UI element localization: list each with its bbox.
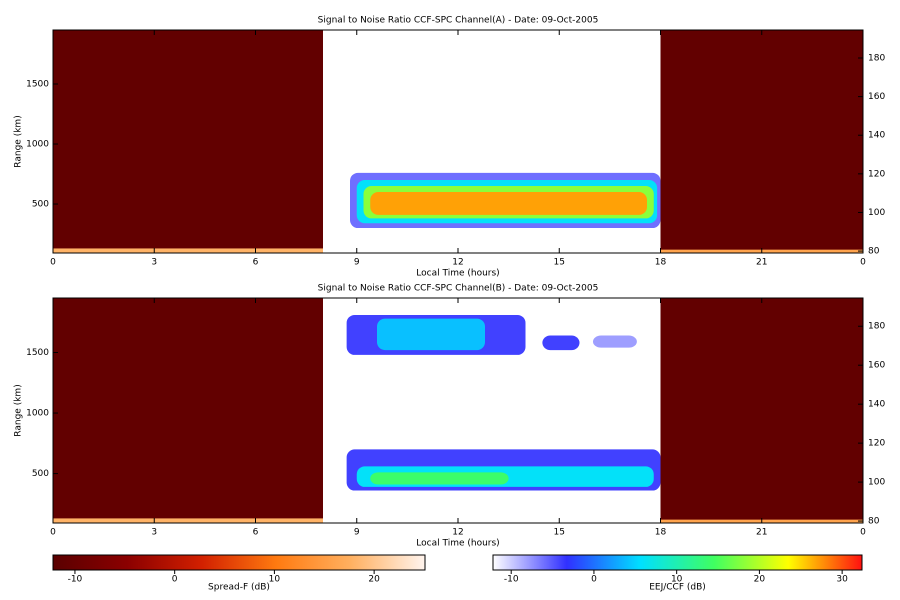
x-axis-label: Local Time (hours) xyxy=(416,539,499,549)
colorbar xyxy=(492,554,863,571)
echo-cell xyxy=(53,298,323,523)
y-tick-label: 500 xyxy=(32,469,49,479)
colorbar-tick-label: 0 xyxy=(591,575,597,585)
y-tick-label: 1000 xyxy=(26,140,49,150)
echo-cell xyxy=(377,318,485,351)
x-tick-label: 0 xyxy=(860,258,866,268)
colorbar-tick-label: 20 xyxy=(754,575,766,585)
x-tick-label: 6 xyxy=(253,528,259,538)
y-tick-label: 500 xyxy=(32,200,49,210)
echo-cell xyxy=(53,30,323,253)
x-tick-label: 15 xyxy=(554,258,565,268)
y-axis-label: Range (km) xyxy=(14,384,24,436)
colorbar-tick-label: -10 xyxy=(68,575,83,585)
colorbar-label: EEJ/CCF (dB) xyxy=(649,583,706,593)
y2-tick-label: 180 xyxy=(868,322,885,332)
colorbar-tick-label: 0 xyxy=(172,575,178,585)
echo-cell xyxy=(370,472,509,485)
x-tick-label: 18 xyxy=(655,258,667,268)
y2-tick-label: 140 xyxy=(868,400,885,410)
x-tick-label: 0 xyxy=(860,528,866,538)
y2-tick-label: 80 xyxy=(868,517,880,527)
y2-tick-label: 100 xyxy=(868,478,885,488)
x-tick-label: 0 xyxy=(50,528,56,538)
x-tick-label: 9 xyxy=(354,528,360,538)
y2-tick-label: 100 xyxy=(868,208,885,218)
y2-tick-label: 180 xyxy=(868,53,885,63)
echo-cell xyxy=(370,192,647,215)
y-tick-label: 1000 xyxy=(26,409,49,419)
colorbar-tick-label: 10 xyxy=(671,575,683,585)
x-tick-label: 18 xyxy=(655,528,667,538)
x-tick-label: 21 xyxy=(756,528,767,538)
x-tick-label: 21 xyxy=(756,258,767,268)
x-axis-label: Local Time (hours) xyxy=(416,269,499,279)
echo-cell xyxy=(53,518,323,523)
y2-tick-label: 80 xyxy=(868,247,880,257)
x-tick-label: 6 xyxy=(253,258,259,268)
x-tick-label: 9 xyxy=(354,258,360,268)
colorbar xyxy=(52,554,426,571)
x-tick-label: 12 xyxy=(452,528,463,538)
y2-tick-label: 140 xyxy=(868,131,885,141)
echo-cell xyxy=(542,335,580,351)
echo-cell xyxy=(660,30,863,253)
y2-tick-label: 160 xyxy=(868,92,885,102)
plot-area xyxy=(53,298,863,523)
x-tick-label: 12 xyxy=(452,258,463,268)
plot-area xyxy=(53,30,863,253)
echo-cell xyxy=(593,335,637,348)
y2-tick-label: 120 xyxy=(868,169,885,179)
colorbar-tick-label: 30 xyxy=(836,575,848,585)
x-tick-label: 0 xyxy=(50,258,56,268)
x-tick-label: 15 xyxy=(554,528,565,538)
x-tick-label: 3 xyxy=(151,528,157,538)
y-tick-label: 1500 xyxy=(26,80,49,90)
y2-tick-label: 160 xyxy=(868,361,885,371)
colorbar-label: Spread-F (dB) xyxy=(208,583,270,593)
y-tick-label: 1500 xyxy=(26,348,49,358)
y2-tick-label: 120 xyxy=(868,439,885,449)
chart-title: Signal to Noise Ratio CCF-SPC Channel(B)… xyxy=(318,284,599,294)
y-axis-label: Range (km) xyxy=(14,115,24,167)
colorbar-tick-label: -10 xyxy=(504,575,519,585)
echo-cell xyxy=(660,298,863,523)
colorbar-tick-label: 10 xyxy=(269,575,281,585)
chart-title: Signal to Noise Ratio CCF-SPC Channel(A)… xyxy=(318,16,599,26)
colorbar-tick-label: 20 xyxy=(368,575,380,585)
x-tick-label: 3 xyxy=(151,258,157,268)
echo-cell xyxy=(53,248,323,253)
